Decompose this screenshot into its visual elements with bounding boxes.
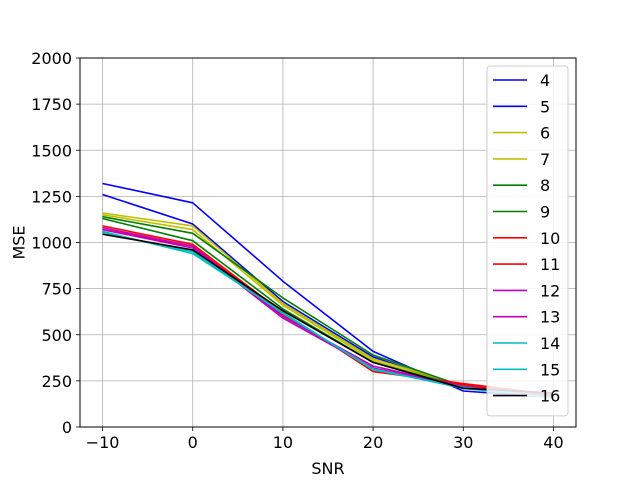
y-tick-label: 750 [41,280,72,299]
legend-label-5: 5 [540,97,550,116]
legend-box [486,65,569,417]
x-axis-label: SNR [311,459,344,478]
y-tick-label: 1500 [31,141,72,160]
y-tick-label: 2000 [31,49,72,68]
y-tick-label: 250 [41,372,72,391]
legend-label-10: 10 [540,229,560,248]
x-tick-label: 40 [543,433,563,452]
legend-label-7: 7 [540,150,550,169]
legend-label-6: 6 [540,124,550,143]
x-tick-label: 20 [363,433,383,452]
x-tick-label: −10 [86,433,120,452]
legend-label-4: 4 [540,71,550,90]
legend-label-13: 13 [540,308,560,327]
legend-label-16: 16 [540,387,560,406]
x-tick-label: 10 [273,433,293,452]
y-axis-label: MSE [10,225,29,259]
legend-label-8: 8 [540,176,550,195]
series-line-10 [102,225,554,396]
legend-label-14: 14 [540,334,560,353]
x-tick-label: 30 [453,433,473,452]
legend-label-12: 12 [540,281,560,300]
legend-label-11: 11 [540,255,560,274]
y-tick-label: 1250 [31,187,72,206]
y-axis-ticks: 0 250 500 750 1000 1250 1500 1750 2000 [31,49,80,437]
series-line-12 [102,226,554,398]
y-tick-label: 0 [62,418,72,437]
series-line-5 [102,193,554,397]
legend: 4 5 6 7 8 9 10 11 12 13 14 15 16 [486,65,569,417]
series-line-15 [102,231,554,399]
y-tick-label: 1000 [31,234,72,253]
series-line-4 [102,182,554,399]
series-lines [102,182,554,399]
series-line-13 [102,228,554,399]
legend-label-9: 9 [540,203,550,222]
y-tick-label: 500 [41,326,72,345]
x-axis-ticks: −10 0 10 20 30 40 [86,427,564,452]
x-tick-label: 0 [188,433,198,452]
series-line-16 [102,233,554,394]
legend-label-15: 15 [540,360,560,379]
series-line-14 [102,230,554,399]
y-tick-label: 1750 [31,95,72,114]
series-line-11 [102,228,554,397]
